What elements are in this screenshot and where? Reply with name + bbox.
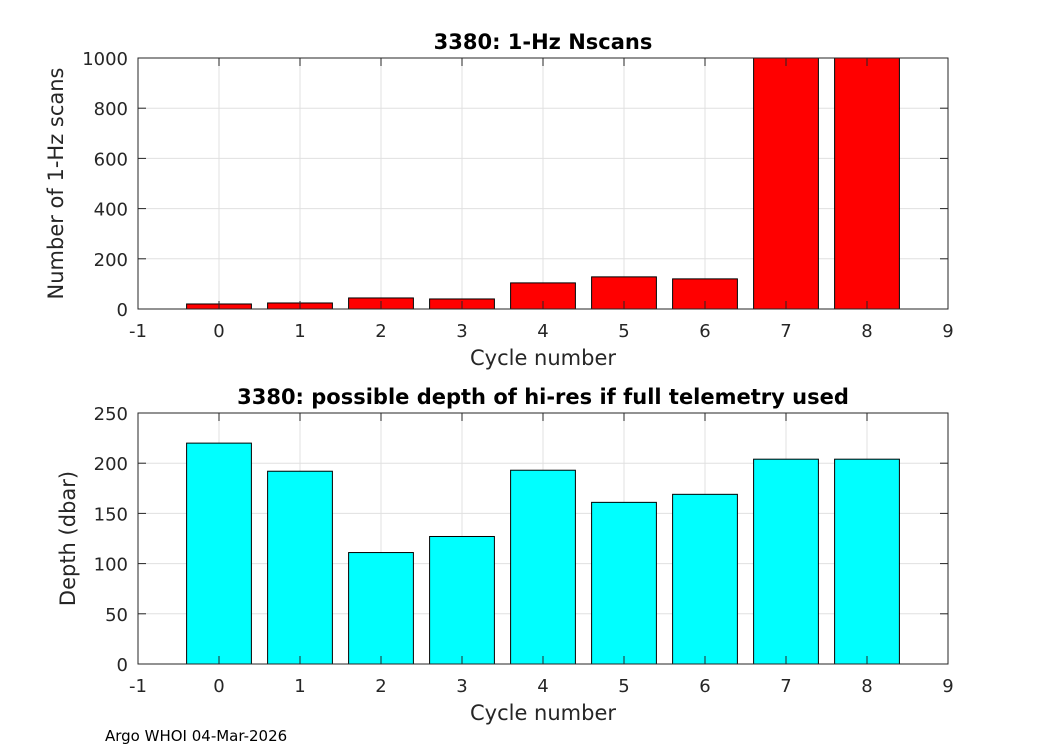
chart1-xtick-label: 5: [618, 676, 629, 697]
chart1-bar-cycle-1: [267, 470, 333, 665]
chart1-bar-cycle-8: [834, 458, 900, 665]
chart0-xtick-label: 3: [456, 321, 467, 342]
chart0-xtick-label: 6: [699, 321, 710, 342]
chart0-xtick-label: 8: [861, 321, 872, 342]
chart0-title: 3380: 1-Hz Nscans: [434, 30, 653, 54]
chart1-bar-cycle-2: [348, 552, 414, 665]
chart1-xtick-label: -1: [129, 676, 147, 697]
chart0-bar-cycle-7: [753, 57, 819, 310]
chart0-ytick-label: 400: [94, 200, 128, 221]
chart1-ytick-label: 100: [94, 555, 128, 576]
chart1-bar-cycle-3: [429, 535, 495, 665]
chart0-xtick-label: 1: [294, 321, 305, 342]
chart0-xlabel: Cycle number: [470, 346, 616, 370]
chart1-xtick-label: 9: [942, 676, 953, 697]
chart1-xtick-label: 2: [375, 676, 386, 697]
chart0-ytick-label: 800: [94, 99, 128, 120]
footer-text: Argo WHOI 04-Mar-2026: [105, 727, 287, 745]
chart1-xlabel: Cycle number: [470, 701, 616, 725]
chart0-ylabel: Number of 1-Hz scans: [44, 68, 68, 300]
chart1-xtick-label: 1: [294, 676, 305, 697]
chart1-xtick-label: 6: [699, 676, 710, 697]
chart0-xtick-label: 2: [375, 321, 386, 342]
chart1-bar-cycle-0: [186, 442, 252, 665]
chart0-xtick-label: 5: [618, 321, 629, 342]
chart1-ytick-label: 50: [105, 605, 128, 626]
chart1-ytick-label: 0: [117, 655, 128, 676]
chart0-xtick-label: 4: [537, 321, 548, 342]
chart1-ytick-label: 250: [94, 404, 128, 425]
chart1-title: 3380: possible depth of hi-res if full t…: [237, 385, 849, 409]
chart0-bar-cycle-8: [834, 57, 900, 310]
chart1-bar-cycle-5: [591, 501, 657, 665]
chart1-xtick-label: 3: [456, 676, 467, 697]
chart1-ytick-label: 200: [94, 454, 128, 475]
chart1-ytick-label: 150: [94, 504, 128, 525]
chart1-xtick-label: 4: [537, 676, 548, 697]
chart1-bar-cycle-7: [753, 458, 819, 665]
chart1-xtick-label: 8: [861, 676, 872, 697]
chart0-xtick-label: 7: [780, 321, 791, 342]
chart1-ylabel: Depth (dbar): [56, 471, 80, 606]
chart1-bar-cycle-6: [672, 493, 738, 665]
chart0-ytick-label: 0: [117, 300, 128, 321]
chart0-ytick-label: 200: [94, 250, 128, 271]
chart0-xtick-label: -1: [129, 321, 147, 342]
chart1-xtick-label: 7: [780, 676, 791, 697]
chart0-ytick-label: 600: [94, 149, 128, 170]
chart0-xtick-label: 0: [213, 321, 224, 342]
chart0-ytick-label: 1000: [82, 49, 128, 70]
chart1-bar-cycle-4: [510, 469, 576, 665]
chart0-xtick-label: 9: [942, 321, 953, 342]
chart1-xtick-label: 0: [213, 676, 224, 697]
